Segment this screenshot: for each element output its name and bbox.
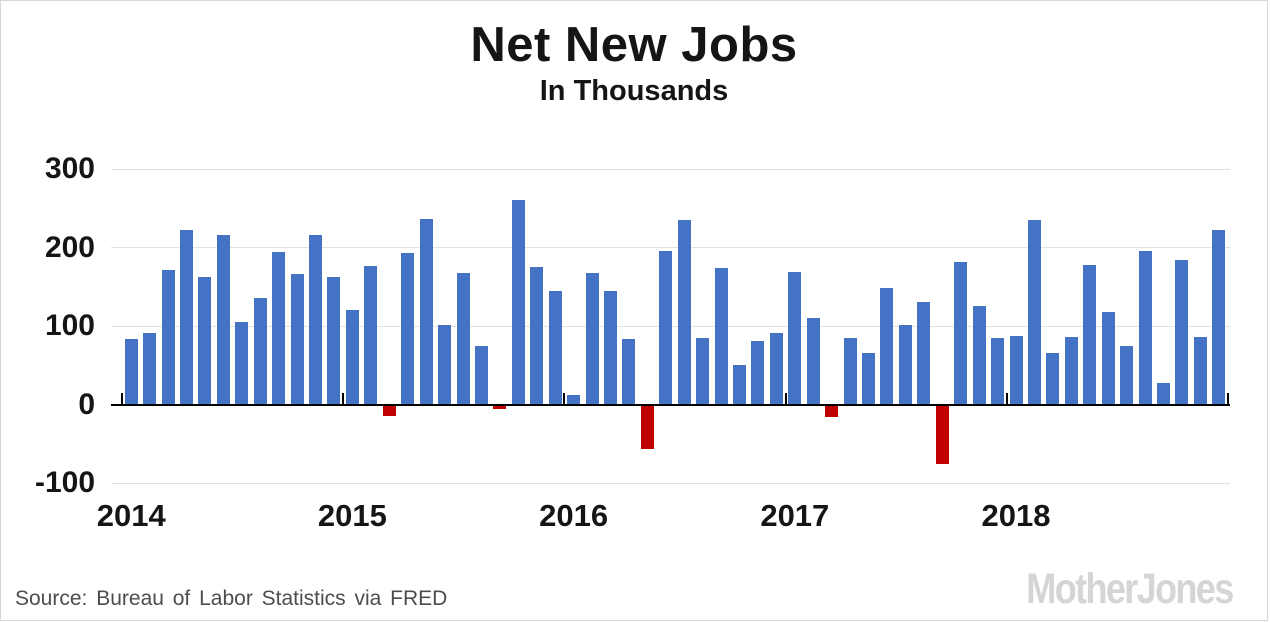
x-tick-label-2017: 2017 <box>760 498 830 533</box>
bar-2018-12 <box>1212 230 1226 405</box>
bar-2014-03 <box>161 270 175 405</box>
x-axis-tick-1 <box>342 392 345 405</box>
bar-2016-02 <box>585 272 599 405</box>
bar-2017-03 <box>825 405 839 418</box>
bar-2018-04 <box>1064 336 1078 405</box>
bar-2016-08 <box>696 337 710 405</box>
x-tick-label-2014: 2014 <box>96 498 166 533</box>
bar-2014-04 <box>180 230 194 405</box>
bar-2015-10 <box>511 200 525 405</box>
bar-2014-08 <box>253 297 267 405</box>
bar-2017-04 <box>843 337 857 405</box>
bar-2014-11 <box>309 234 323 405</box>
source-note: Source: Bureau of Labor Statistics via F… <box>15 587 448 610</box>
bar-2018-03 <box>1046 353 1060 405</box>
y-tick-label--100: -100 <box>34 466 95 499</box>
y-tick-label-0: 0 <box>78 387 95 421</box>
bar-2017-08 <box>917 301 931 405</box>
bar-2016-04 <box>622 338 636 405</box>
bar-2015-11 <box>530 267 544 405</box>
bar-2014-01 <box>124 338 138 405</box>
bar-2014-05 <box>198 276 212 405</box>
bar-2015-09 <box>493 405 507 409</box>
chart-title: Net New Jobs <box>470 18 798 72</box>
bar-2017-07 <box>898 325 912 405</box>
bar-2015-08 <box>474 346 488 405</box>
bar-2016-01 <box>567 395 581 405</box>
bar-2017-11 <box>972 305 986 405</box>
motherjones-logo: MotherJones <box>1026 565 1235 613</box>
chart-subtitle: In Thousands <box>539 75 729 107</box>
bar-2014-12 <box>327 277 341 405</box>
bar-2017-01 <box>788 271 802 405</box>
bar-2018-09 <box>1156 383 1170 405</box>
bar-2018-01 <box>1009 336 1023 405</box>
bar-2016-09 <box>714 267 728 405</box>
bar-2016-06 <box>659 251 673 405</box>
bar-2018-05 <box>1083 264 1097 405</box>
bar-2015-04 <box>401 252 415 405</box>
bar-2018-11 <box>1193 336 1207 405</box>
bar-2018-07 <box>1120 345 1134 405</box>
bar-2014-02 <box>143 333 157 405</box>
x-axis-tick-2 <box>563 392 566 405</box>
bar-2015-07 <box>456 273 470 405</box>
bar-2016-05 <box>640 405 654 450</box>
bar-2014-07 <box>235 322 249 405</box>
bar-2016-03 <box>603 290 617 405</box>
x-axis-line <box>111 403 1230 406</box>
bar-2018-02 <box>1027 220 1041 405</box>
x-tick-label-2018: 2018 <box>981 498 1051 533</box>
x-tick-label-2016: 2016 <box>539 498 609 533</box>
y-tick-label-200: 200 <box>44 230 95 264</box>
bar-2017-10 <box>954 261 968 405</box>
bar-2018-08 <box>1138 250 1152 405</box>
bar-2015-02 <box>364 265 378 405</box>
bar-2016-10 <box>733 365 747 405</box>
bar-2016-12 <box>769 333 783 405</box>
bar-2015-03 <box>382 405 396 417</box>
x-axis-tick-3 <box>784 392 787 405</box>
y-tick-label-300: 300 <box>44 152 95 185</box>
bar-2016-11 <box>751 340 765 405</box>
bar-2018-10 <box>1175 260 1189 405</box>
bar-2015-12 <box>548 290 562 405</box>
bar-2017-02 <box>806 318 820 405</box>
bar-2014-09 <box>272 252 286 405</box>
bar-2014-10 <box>290 274 304 405</box>
x-tick-label-2015: 2015 <box>317 498 387 533</box>
bar-2018-06 <box>1101 311 1115 405</box>
gridline-200 <box>111 247 1230 248</box>
bar-2017-12 <box>991 337 1005 405</box>
x-axis-tick-0 <box>121 392 123 405</box>
x-axis-tick-5 <box>1227 392 1229 405</box>
bar-2015-06 <box>438 325 452 405</box>
bar-2016-07 <box>677 220 691 405</box>
bar-2017-05 <box>862 353 876 405</box>
gridline-300 <box>111 168 1230 170</box>
gridline--100 <box>111 482 1230 484</box>
bar-2015-01 <box>345 309 359 405</box>
bar-2015-05 <box>419 219 433 405</box>
bar-2017-09 <box>935 405 949 465</box>
x-axis-tick-4 <box>1005 392 1008 405</box>
bar-2014-06 <box>216 234 230 405</box>
y-tick-label-100: 100 <box>44 309 95 342</box>
bar-2017-06 <box>880 287 894 405</box>
